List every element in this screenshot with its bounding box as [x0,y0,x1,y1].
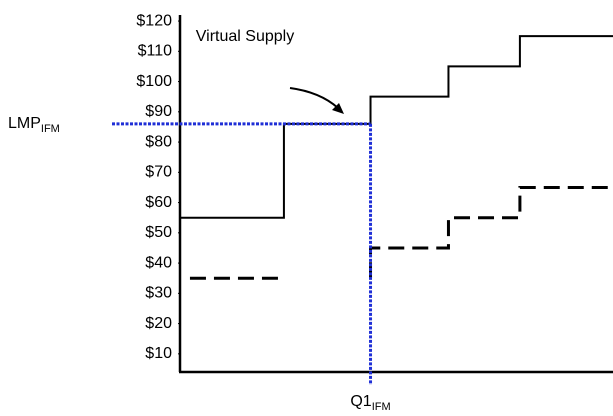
y-tick-label: $30 [145,285,172,302]
y-tick-label: $100 [136,73,172,90]
arrow-head [332,103,344,114]
y-tick-label: $120 [136,12,172,29]
lmp-sub: IFM [41,123,60,135]
q1-main: Q1 [350,393,371,410]
step-line [180,35,613,219]
y-tick-label: $90 [145,103,172,120]
lmp-label: LMPIFM [8,115,60,135]
y-tick-label: $10 [145,345,172,362]
arrow [289,87,339,109]
lmp-main: LMP [8,115,41,132]
y-tick-label: $80 [145,133,172,150]
y-tick-label: $50 [145,224,172,241]
y-tick-label: $40 [145,254,172,271]
y-tick-label: $60 [145,194,172,211]
q1-sub: IFM [372,401,391,413]
y-tick-label: $20 [145,315,172,332]
q1-label: Q1IFM [350,393,390,413]
annotation: Virtual Supply [196,28,294,45]
y-tick-label: $70 [145,164,172,181]
y-tick-label: $110 [138,43,173,60]
step-line [189,185,613,280]
